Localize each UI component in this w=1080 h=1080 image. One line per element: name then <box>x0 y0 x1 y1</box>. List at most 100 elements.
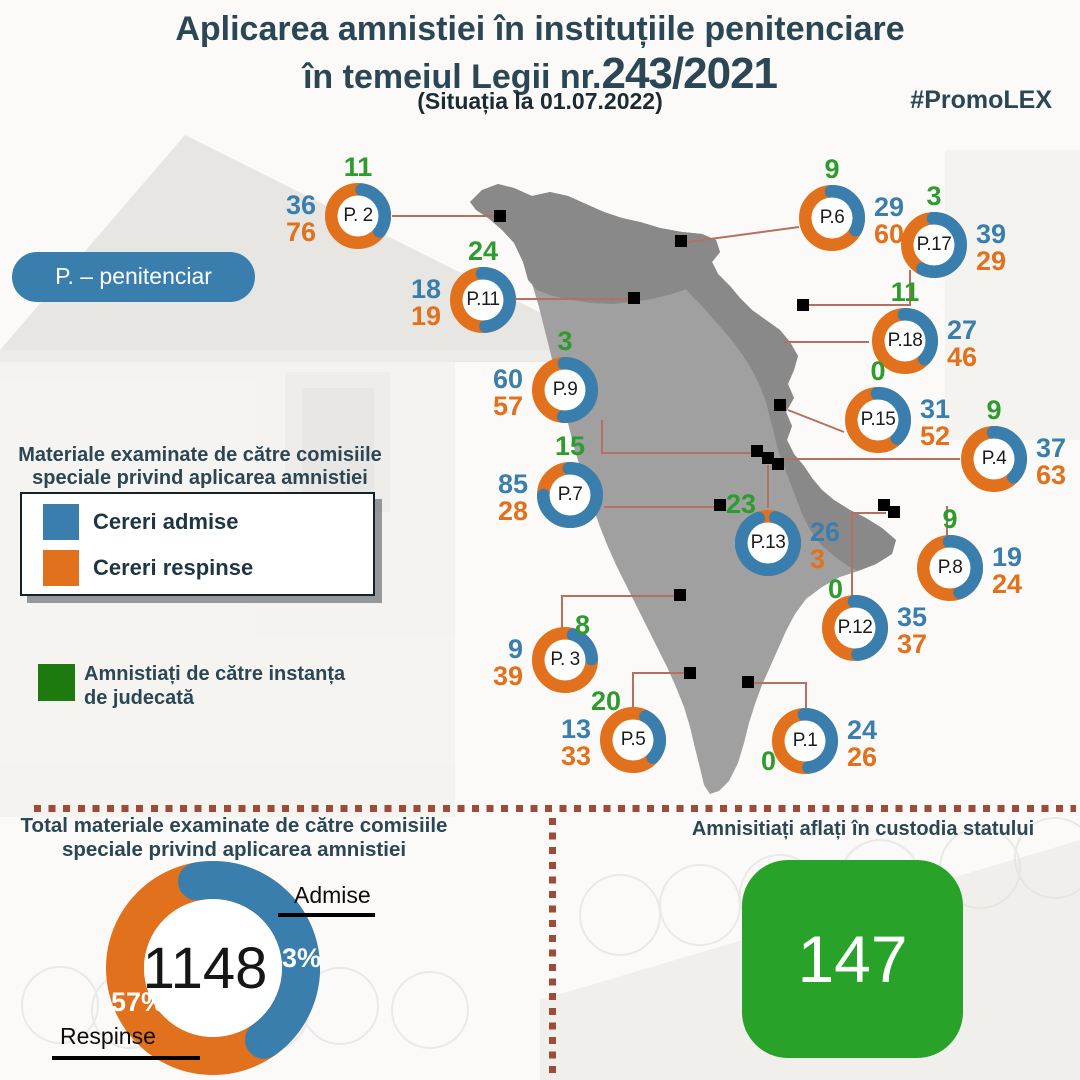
subtitle: (Situația la 01.07.2022) <box>417 88 663 114</box>
admitted-requests-count: 29 <box>874 192 905 222</box>
rejected-requests-count: 3 <box>810 544 826 574</box>
amnestied-by-court-count: 23 <box>725 489 756 519</box>
penitentiary-label: P.11 <box>466 289 500 310</box>
rejected-requests-count: 28 <box>497 496 528 526</box>
admitted-requests-count: 85 <box>497 469 528 499</box>
penitentiary-P6: P.6 9 29 60 <box>799 156 904 251</box>
title-line2: în temeiul Legii nr.243/2021 <box>302 49 778 99</box>
amnestied-by-court-count: 9 <box>986 395 1002 425</box>
legend-row-respinse: Cereri respinse <box>43 549 373 586</box>
penitentiary-donut-chart <box>845 387 911 453</box>
penitentiary-label: P.8 <box>937 557 963 578</box>
admise-callout: Admise <box>278 882 375 917</box>
amnestied-by-court-count: 3 <box>557 326 573 356</box>
rejected-requests-count: 60 <box>874 219 905 249</box>
rejected-requests-count: 39 <box>492 661 523 691</box>
penitentiary-donut-chart <box>901 212 967 278</box>
amnestied-by-court-count: 0 <box>760 746 776 776</box>
penitentiary-donut-chart <box>532 357 598 423</box>
rejected-requests-count: 19 <box>410 301 441 331</box>
respinse-pct: 57% <box>111 987 165 1017</box>
penitentiary-label: P.6 <box>819 207 845 228</box>
total-value: 1148 <box>143 936 268 1001</box>
admitted-requests-count: 26 <box>810 517 841 547</box>
penitentiary-P7: P.7 15 85 28 <box>498 433 603 528</box>
north-region <box>470 184 720 304</box>
transnistria-region <box>640 222 896 571</box>
penitentiary-P11: P.11 24 18 19 <box>411 238 516 333</box>
amnestied-by-court-count: 8 <box>575 610 591 640</box>
penitentiary-label: P.13 <box>750 532 786 553</box>
amnestied-by-court-count: 3 <box>926 181 942 211</box>
amnestied-by-court-count: 20 <box>590 686 621 716</box>
city-markers <box>494 210 900 688</box>
rejected-requests-count: 26 <box>847 742 878 772</box>
penitentiary-donut-chart <box>532 627 598 693</box>
penitentiary-donut-chart <box>450 267 516 333</box>
penitentiary-P5: P.5 20 13 33 <box>561 688 666 773</box>
custody-heading: Amnisitiați aflați în custodia statului <box>691 818 1035 840</box>
penitentiary-label: P.4 <box>981 448 1007 469</box>
title-line1: Aplicarea amnistiei în instituțiile peni… <box>175 10 905 48</box>
penitentiary-P9: P.9 3 60 57 <box>493 328 598 423</box>
court-swatch <box>38 664 75 701</box>
rejected-requests-count: 29 <box>976 246 1007 276</box>
admitted-requests-count: 24 <box>847 715 878 745</box>
penitentiary-donut-chart <box>961 426 1027 492</box>
moldova-map <box>470 184 896 794</box>
legend-row-admise: Cereri admise <box>43 503 373 540</box>
admitted-requests-count: 19 <box>992 542 1023 572</box>
admitted-requests-count: 36 <box>285 190 316 220</box>
penitentiary-label: P.7 <box>557 484 583 505</box>
amnestied-by-court-count: 0 <box>827 574 843 604</box>
rejected-requests-count: 52 <box>920 421 951 451</box>
leader-lines <box>392 215 960 710</box>
admitted-requests-count: 9 <box>507 634 523 664</box>
penitentiary-P13: P.13 23 26 3 <box>726 491 840 576</box>
penitentiary-donut-chart <box>735 510 801 576</box>
penitentiary-label: P. 2 <box>343 205 373 226</box>
admise-label: Cereri admise <box>93 508 239 534</box>
admise-pct: 43% <box>267 943 321 973</box>
divider-dotted-horizontal <box>34 805 1076 812</box>
penitentiary-donut-chart <box>325 183 391 249</box>
rejected-requests-count: 57 <box>492 391 523 421</box>
admitted-requests-count: 39 <box>976 219 1007 249</box>
penitentiary-donut-chart <box>537 462 603 528</box>
penitentiary-donut-chart <box>600 707 666 773</box>
penitentiary-label: P.18 <box>887 330 923 351</box>
penitentiary-donut-chart <box>917 535 983 601</box>
penitentiary-P12: P.12 0 35 37 <box>822 576 927 661</box>
penitentiary-P17: P.17 3 39 29 <box>901 183 1006 278</box>
penitentiary-label: P. 3 <box>550 649 580 670</box>
admitted-requests-count: 13 <box>560 714 591 744</box>
respinse-swatch <box>43 549 79 586</box>
admitted-requests-count: 27 <box>947 315 978 345</box>
total-donut-chart: 1148 43% 57% <box>106 861 321 1075</box>
rejected-requests-count: 33 <box>560 741 591 771</box>
admitted-requests-count: 18 <box>410 274 441 304</box>
totals-heading: Total materiale examinate de către comis… <box>20 814 448 861</box>
amnestied-by-court-count: 11 <box>343 152 373 182</box>
promolex-hashtag: #PromoLEX <box>910 86 1052 114</box>
rejected-requests-count: 37 <box>897 629 928 659</box>
penitentiary-donut-chart <box>822 595 888 661</box>
penitentiary-label: P.12 <box>837 617 873 638</box>
respinse-label: Cereri respinse <box>93 554 254 580</box>
amnestied-by-court-count: 11 <box>890 277 920 307</box>
divider-dotted-vertical <box>549 818 556 1078</box>
admitted-requests-count: 31 <box>920 394 951 424</box>
penitentiary-P3: P. 3 8 9 39 <box>493 612 598 693</box>
custody-value: 147 <box>797 922 908 996</box>
penitenciar-key-pill: P. – penitenciar <box>12 252 255 302</box>
respinse-callout: Respinse <box>52 1023 200 1060</box>
amnestied-by-court-count: 9 <box>942 504 958 534</box>
penitentiary-label: P.1 <box>792 730 818 751</box>
penitentiary-P1: P.1 0 24 26 <box>761 708 877 775</box>
amnestied-by-court-count: 9 <box>824 154 840 184</box>
penitentiary-label: P.17 <box>916 234 952 255</box>
amnestied-by-court-count: 24 <box>467 236 499 266</box>
penitentiary-label: P.5 <box>620 729 646 750</box>
custody-value-box: 147 <box>742 860 963 1058</box>
